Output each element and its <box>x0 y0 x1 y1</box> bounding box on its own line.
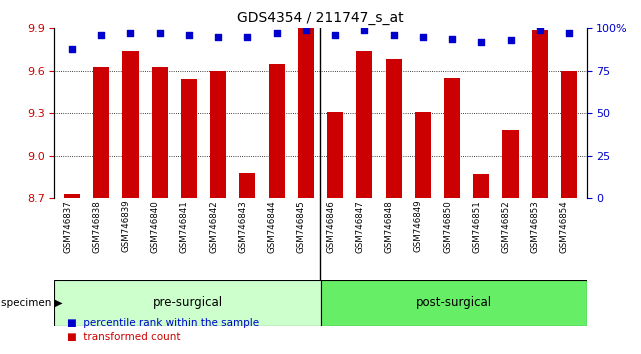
Bar <box>269 64 285 198</box>
Text: GSM746842: GSM746842 <box>209 200 218 253</box>
Bar <box>181 79 197 198</box>
Bar <box>298 28 314 198</box>
Bar <box>327 112 343 198</box>
Text: GSM746849: GSM746849 <box>414 200 423 252</box>
Text: GSM746847: GSM746847 <box>355 200 364 253</box>
Point <box>242 34 253 40</box>
Text: GSM746845: GSM746845 <box>297 200 306 253</box>
Point <box>476 39 487 45</box>
Point <box>184 32 194 38</box>
Text: GDS4354 / 211747_s_at: GDS4354 / 211747_s_at <box>237 11 404 25</box>
Point <box>272 30 282 36</box>
Point <box>418 34 428 40</box>
Point <box>126 30 136 36</box>
Point <box>213 34 223 40</box>
Text: GSM746854: GSM746854 <box>560 200 569 253</box>
Text: GSM746848: GSM746848 <box>385 200 394 253</box>
Text: GSM746837: GSM746837 <box>63 200 72 253</box>
Bar <box>93 67 110 198</box>
Bar <box>356 51 372 198</box>
Text: GSM746838: GSM746838 <box>92 200 101 253</box>
Bar <box>64 194 80 198</box>
Bar <box>210 71 226 198</box>
Bar <box>415 112 431 198</box>
Text: GSM746850: GSM746850 <box>443 200 452 253</box>
Text: ■  percentile rank within the sample: ■ percentile rank within the sample <box>67 318 260 328</box>
Text: GSM746851: GSM746851 <box>472 200 481 253</box>
Bar <box>54 280 320 326</box>
Bar <box>152 67 168 198</box>
Bar <box>444 78 460 198</box>
Point <box>359 27 369 33</box>
Text: GSM746853: GSM746853 <box>531 200 540 253</box>
Point <box>447 36 457 41</box>
Point <box>301 27 311 33</box>
Point <box>564 30 574 36</box>
Point <box>535 27 545 33</box>
Point <box>67 46 77 52</box>
Text: post-surgical: post-surgical <box>415 296 492 309</box>
Bar <box>503 130 519 198</box>
Text: specimen ▶: specimen ▶ <box>1 298 62 308</box>
Point <box>505 38 515 43</box>
Bar <box>320 280 587 326</box>
Bar <box>531 30 548 198</box>
Text: GSM746846: GSM746846 <box>326 200 335 253</box>
Text: GSM746852: GSM746852 <box>501 200 510 253</box>
Point <box>154 30 165 36</box>
Bar <box>385 59 402 198</box>
Text: GSM746839: GSM746839 <box>122 200 131 252</box>
Bar <box>561 71 577 198</box>
Bar <box>122 51 138 198</box>
Text: GSM746840: GSM746840 <box>151 200 160 253</box>
Point <box>330 32 340 38</box>
Bar <box>239 173 256 198</box>
Text: ■  transformed count: ■ transformed count <box>67 332 181 342</box>
Text: GSM746843: GSM746843 <box>238 200 247 253</box>
Text: GSM746844: GSM746844 <box>268 200 277 253</box>
Text: pre-surgical: pre-surgical <box>153 296 222 309</box>
Point <box>388 32 399 38</box>
Bar <box>473 174 489 198</box>
Point <box>96 32 106 38</box>
Text: GSM746841: GSM746841 <box>180 200 189 253</box>
